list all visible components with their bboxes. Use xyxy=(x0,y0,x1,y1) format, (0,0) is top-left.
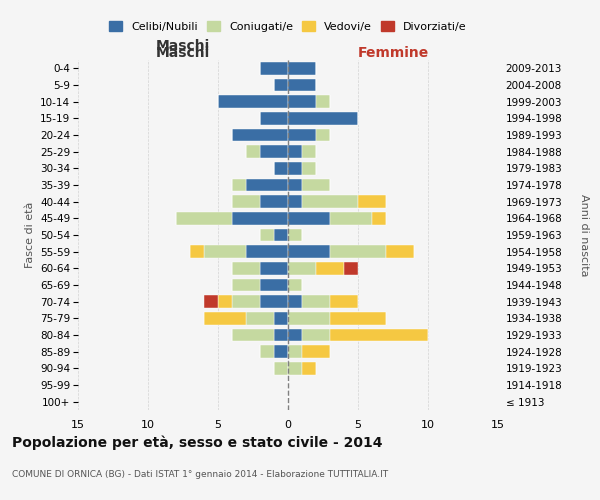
Bar xyxy=(288,196,302,208)
Bar xyxy=(288,162,302,174)
Bar xyxy=(260,296,288,308)
Bar xyxy=(302,346,330,358)
Bar xyxy=(288,129,316,141)
Bar xyxy=(232,179,246,192)
Bar xyxy=(302,329,330,341)
Bar xyxy=(288,96,316,108)
Bar xyxy=(288,362,302,374)
Bar xyxy=(260,62,288,74)
Bar xyxy=(302,362,316,374)
Bar xyxy=(288,346,302,358)
Bar xyxy=(330,329,428,341)
Bar xyxy=(246,146,260,158)
Bar xyxy=(288,262,316,274)
Bar xyxy=(232,329,274,341)
Bar xyxy=(302,146,316,158)
Bar xyxy=(316,262,344,274)
Bar xyxy=(288,279,302,291)
Bar xyxy=(232,262,260,274)
Bar xyxy=(274,79,288,92)
Bar xyxy=(288,329,302,341)
Bar xyxy=(330,246,386,258)
Text: Popolazione per età, sesso e stato civile - 2014: Popolazione per età, sesso e stato civil… xyxy=(12,435,383,450)
Bar xyxy=(288,146,302,158)
Bar xyxy=(274,346,288,358)
Y-axis label: Anni di nascita: Anni di nascita xyxy=(579,194,589,276)
Bar xyxy=(386,246,414,258)
Bar xyxy=(246,246,288,258)
Bar xyxy=(246,179,288,192)
Bar xyxy=(288,62,316,74)
Bar xyxy=(330,312,386,324)
Bar xyxy=(288,246,330,258)
Bar xyxy=(288,179,302,192)
Bar xyxy=(204,296,218,308)
Bar xyxy=(260,196,288,208)
Text: Femmine: Femmine xyxy=(358,46,428,60)
Bar xyxy=(232,129,288,141)
Bar xyxy=(260,112,288,124)
Bar xyxy=(330,212,372,224)
Bar xyxy=(288,296,302,308)
Bar xyxy=(260,146,288,158)
Bar xyxy=(274,362,288,374)
Bar xyxy=(260,279,288,291)
Bar xyxy=(232,296,260,308)
Bar xyxy=(372,212,386,224)
Bar xyxy=(302,162,316,174)
Bar xyxy=(232,196,260,208)
Bar xyxy=(316,96,330,108)
Bar xyxy=(260,262,288,274)
Bar xyxy=(288,79,316,92)
Bar xyxy=(316,129,330,141)
Bar xyxy=(274,229,288,241)
Bar xyxy=(218,296,232,308)
Bar xyxy=(232,212,288,224)
Text: Maschi: Maschi xyxy=(156,39,210,53)
Bar xyxy=(288,312,330,324)
Bar xyxy=(358,196,386,208)
Text: COMUNE DI ORNICA (BG) - Dati ISTAT 1° gennaio 2014 - Elaborazione TUTTITALIA.IT: COMUNE DI ORNICA (BG) - Dati ISTAT 1° ge… xyxy=(12,470,388,479)
Bar xyxy=(274,329,288,341)
Bar xyxy=(302,196,358,208)
Bar xyxy=(288,229,302,241)
Y-axis label: Fasce di età: Fasce di età xyxy=(25,202,35,268)
Bar xyxy=(302,296,330,308)
Text: Maschi: Maschi xyxy=(156,46,210,60)
Bar xyxy=(232,279,260,291)
Bar xyxy=(176,212,232,224)
Bar xyxy=(344,262,358,274)
Bar xyxy=(302,179,330,192)
Bar xyxy=(330,296,358,308)
Bar xyxy=(204,246,246,258)
Bar xyxy=(288,112,358,124)
Bar xyxy=(274,312,288,324)
Bar xyxy=(260,229,274,241)
Bar xyxy=(260,346,274,358)
Bar xyxy=(190,246,204,258)
Bar xyxy=(246,312,274,324)
Legend: Celibi/Nubili, Coniugati/e, Vedovi/e, Divorziati/e: Celibi/Nubili, Coniugati/e, Vedovi/e, Di… xyxy=(105,16,471,36)
Bar xyxy=(204,312,246,324)
Bar xyxy=(288,212,330,224)
Bar xyxy=(274,162,288,174)
Bar xyxy=(218,96,288,108)
